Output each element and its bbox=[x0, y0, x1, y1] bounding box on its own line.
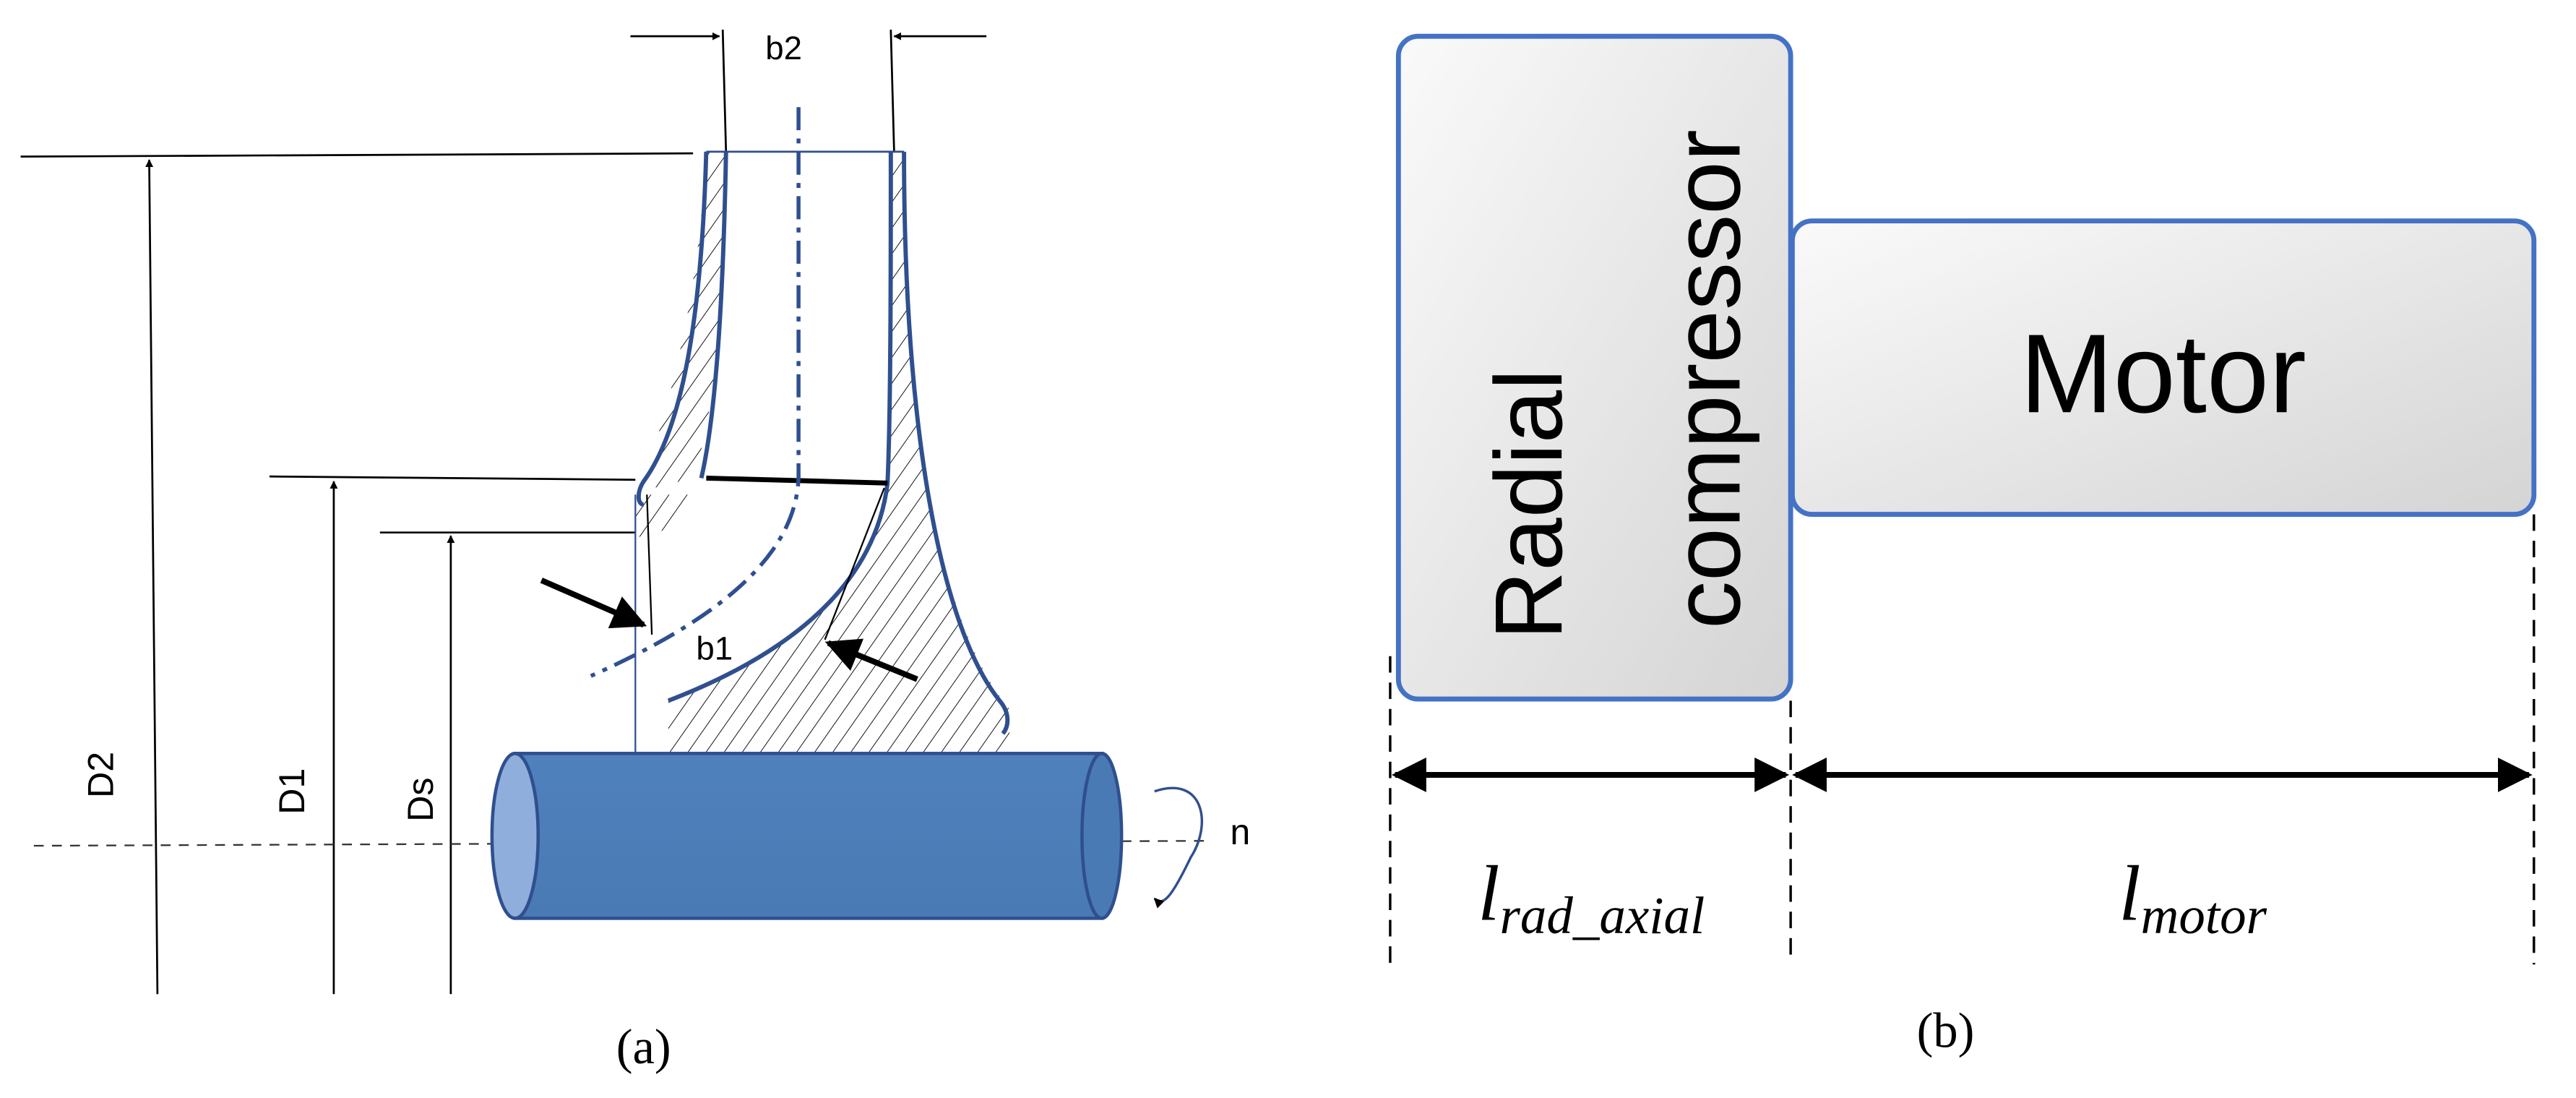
extension-line bbox=[20, 152, 694, 158]
rotation-arrow bbox=[1153, 786, 1203, 909]
b1-arrow bbox=[824, 638, 918, 682]
inlet-edge bbox=[646, 494, 653, 635]
panel-a: b2 b1 D2 D1 Ds n (a) bbox=[20, 30, 1250, 1074]
caption: (b) bbox=[1917, 1003, 1975, 1058]
label: b2 bbox=[765, 30, 802, 67]
mean-line bbox=[590, 107, 801, 678]
length-label: lrad_axial bbox=[1478, 849, 1705, 945]
subscript: motor bbox=[2141, 886, 2267, 945]
extension-line bbox=[721, 30, 728, 152]
shaft bbox=[513, 752, 1104, 920]
hub-outline bbox=[902, 151, 1010, 735]
hub-section bbox=[668, 151, 1010, 752]
label: Ds bbox=[400, 778, 441, 822]
length-label: lmotor bbox=[2119, 849, 2267, 945]
shroud-outline bbox=[636, 151, 709, 507]
b1-arrow bbox=[540, 578, 647, 629]
extension-line bbox=[889, 30, 895, 152]
shroud-section bbox=[635, 494, 702, 538]
label: D1 bbox=[272, 768, 312, 815]
extension-line bbox=[269, 475, 636, 481]
shroud-outline bbox=[699, 151, 728, 479]
symbol: l bbox=[1478, 849, 1499, 938]
shaft-end bbox=[1080, 752, 1124, 920]
dimension-line bbox=[145, 159, 159, 995]
motor-box bbox=[1789, 218, 2537, 518]
box-label: Radial bbox=[1476, 369, 1582, 640]
symbol: l bbox=[2119, 849, 2140, 938]
shroud-section bbox=[640, 151, 726, 492]
inlet-edge bbox=[824, 487, 885, 640]
label: b1 bbox=[696, 630, 733, 666]
caption: (a) bbox=[616, 1019, 671, 1074]
label: n bbox=[1230, 812, 1250, 852]
shaft-end bbox=[490, 752, 540, 920]
label: D2 bbox=[80, 752, 121, 798]
box-label: compressor bbox=[1653, 129, 1760, 629]
panel-b: Radial compressor Motor lrad_axial lmoto… bbox=[1389, 33, 2537, 1058]
subscript: rad_axial bbox=[1499, 886, 1705, 945]
box-label: Motor bbox=[2020, 311, 2306, 436]
